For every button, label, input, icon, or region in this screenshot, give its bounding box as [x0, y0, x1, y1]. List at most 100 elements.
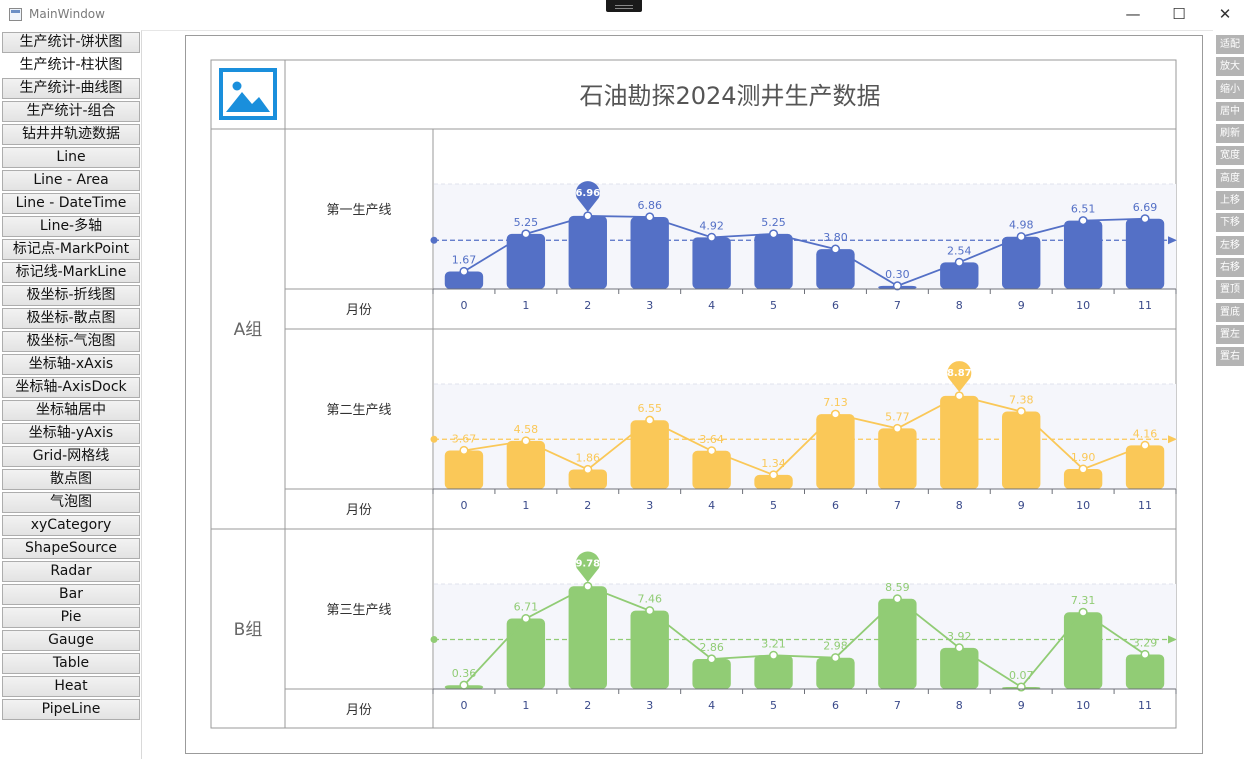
sidebar-item[interactable]: Bar: [2, 584, 140, 605]
tool-button[interactable]: 置左: [1216, 324, 1244, 344]
x-tick-label: 11: [1138, 499, 1152, 512]
data-label: 6.86: [637, 199, 662, 212]
tool-button[interactable]: 放大: [1216, 57, 1244, 77]
sidebar-item[interactable]: Line: [2, 147, 140, 168]
report-title: 石油勘探2024测井生产数据: [579, 82, 880, 110]
sidebar-item[interactable]: 散点图: [2, 469, 140, 490]
sidebar-item[interactable]: 极坐标-气泡图: [2, 331, 140, 352]
line-point: [459, 266, 469, 277]
data-label: 0.30: [885, 268, 910, 281]
logo-sun: [232, 81, 242, 91]
view-toolbar: 适配放大 缩小 居中刷新 宽度 高度上移 下移 左移 右移置顶 置底 置左置右: [1216, 35, 1244, 369]
sidebar-item[interactable]: Heat: [2, 676, 140, 697]
x-tick-label: 5: [770, 699, 777, 712]
line-point: [1016, 406, 1026, 417]
bar: [692, 450, 731, 489]
x-tick-label: 2: [584, 699, 591, 712]
sidebar-item[interactable]: 钻井井轨迹数据: [2, 124, 140, 145]
sidebar-item[interactable]: 标记线-MarkLine: [2, 262, 140, 283]
tool-button[interactable]: 高度: [1216, 168, 1244, 188]
sidebar-item[interactable]: 生产统计-柱状图: [2, 55, 140, 76]
sidebar-item[interactable]: Line-多轴: [2, 216, 140, 237]
sidebar-item[interactable]: ShapeSource: [2, 538, 140, 559]
window-title: MainWindow: [29, 7, 105, 21]
data-label: 1.67: [452, 253, 477, 266]
sidebar-item[interactable]: 极坐标-折线图: [2, 285, 140, 306]
tool-button[interactable]: 下移: [1216, 213, 1244, 233]
line-point: [830, 653, 841, 663]
demo-sidebar: 生产统计-饼状图 生产统计-柱状图 生产统计-曲线图 生产统计-组合 钻井井轨迹数据 Li…: [2, 32, 141, 722]
sidebar-item[interactable]: Grid-网格线: [2, 446, 140, 467]
line-point: [645, 415, 655, 425]
line-point: [1078, 464, 1088, 474]
tool-button[interactable]: 置右: [1216, 347, 1244, 367]
line-point: [583, 211, 593, 221]
sidebar-item[interactable]: 生产统计-组合: [2, 101, 140, 122]
x-tick-label: 8: [956, 499, 963, 512]
sidebar-item[interactable]: Radar: [2, 561, 140, 582]
sidebar-item[interactable]: 生产统计-饼状图: [2, 32, 140, 53]
line-point: [892, 594, 902, 604]
x-tick-label: 10: [1076, 699, 1090, 712]
sidebar-item[interactable]: Line - Area: [2, 170, 140, 191]
data-label: 2.54: [947, 244, 972, 257]
series-name: 第一生产线: [326, 203, 391, 218]
group-label: B组: [234, 620, 263, 640]
data-label: 3.21: [761, 637, 786, 650]
x-tick-label: 3: [646, 499, 653, 512]
data-label: 6.51: [1071, 203, 1096, 216]
x-tick-label: 3: [646, 699, 653, 712]
tool-button[interactable]: 上移: [1216, 191, 1244, 211]
tool-button[interactable]: 右移: [1216, 257, 1244, 277]
close-button[interactable]: ✕: [1218, 5, 1232, 23]
tool-button[interactable]: 置底: [1216, 302, 1244, 322]
data-label: 3.29: [1133, 636, 1158, 649]
tool-button[interactable]: 刷新: [1216, 124, 1244, 144]
sidebar-item[interactable]: xyCategory: [2, 515, 140, 536]
line-point: [521, 229, 531, 239]
sidebar-item[interactable]: 生产统计-曲线图: [2, 78, 140, 99]
tool-button[interactable]: 居中: [1216, 101, 1244, 121]
tool-button[interactable]: 宽度: [1216, 146, 1244, 166]
sidebar-item[interactable]: 气泡图: [2, 492, 140, 513]
tool-button[interactable]: 适配: [1216, 35, 1244, 54]
sidebar-item[interactable]: 坐标轴-yAxis: [2, 423, 140, 444]
bar: [630, 420, 669, 489]
line-point: [521, 613, 531, 624]
tool-button[interactable]: 置顶: [1216, 280, 1244, 300]
data-label: 5.25: [514, 216, 539, 229]
max-mark-label: 9.78: [575, 558, 600, 569]
image-icon: [219, 68, 277, 120]
bar: [1063, 469, 1103, 489]
bar: [692, 658, 731, 689]
sidebar-item[interactable]: Pie: [2, 607, 140, 628]
sidebar-item[interactable]: PipeLine: [2, 699, 140, 720]
sidebar-item[interactable]: Gauge: [2, 630, 140, 651]
tool-button[interactable]: 左移: [1216, 235, 1244, 255]
bar: [630, 216, 669, 289]
sidebar-item[interactable]: 坐标轴-xAxis: [2, 354, 140, 375]
bar: [754, 233, 793, 289]
data-label: 2.86: [699, 641, 724, 654]
line-point: [954, 257, 964, 267]
maximize-button[interactable]: ☐: [1172, 5, 1186, 23]
drag-handle-icon[interactable]: [606, 0, 642, 12]
minimize-button[interactable]: —: [1125, 5, 1141, 23]
data-label: 7.31: [1071, 594, 1096, 607]
x-tick-label: 6: [832, 299, 839, 312]
tool-button[interactable]: 缩小: [1216, 79, 1244, 99]
x-tick-label: 6: [832, 699, 839, 712]
data-label: 3.80: [823, 231, 848, 244]
sidebar-item[interactable]: 坐标轴-AxisDock: [2, 377, 140, 398]
x-tick-label: 7: [894, 299, 901, 312]
x-tick-label: 5: [770, 499, 777, 512]
sidebar-item[interactable]: 极坐标-散点图: [2, 308, 140, 329]
sidebar-item[interactable]: 坐标轴居中: [2, 400, 140, 421]
sidebar-item[interactable]: 标记点-MarkPoint: [2, 239, 140, 260]
sidebar-item[interactable]: Line - DateTime: [2, 193, 140, 214]
line-point: [583, 464, 593, 475]
line-point: [1140, 440, 1150, 450]
group-label: A组: [234, 320, 263, 340]
sidebar-item[interactable]: Table: [2, 653, 140, 674]
